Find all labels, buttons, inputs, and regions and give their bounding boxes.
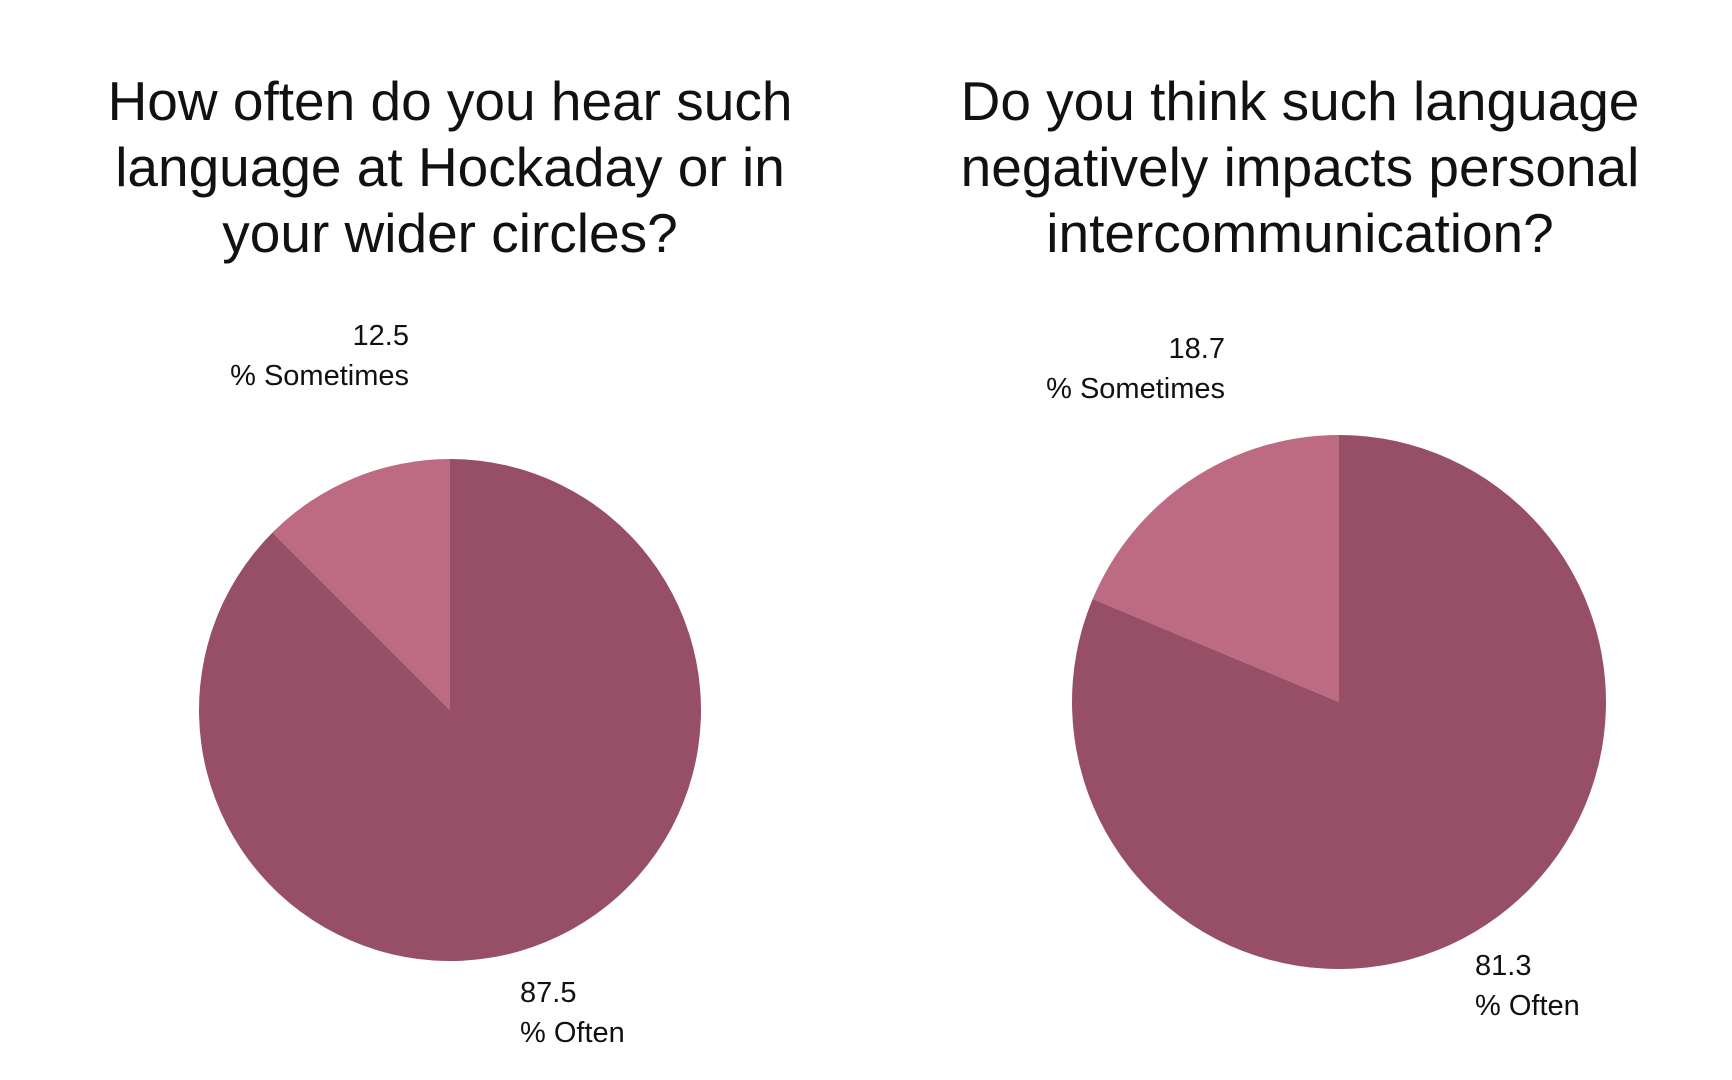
chart-panel-hear-language: How often do you hear such language at H…	[107, 70, 793, 1049]
slice-category-label: % Sometimes	[230, 360, 409, 392]
slice-value-label: 18.7	[1169, 333, 1225, 365]
slice-value-label: 87.5	[520, 977, 576, 1009]
slice-category-label: % Often	[520, 1017, 625, 1049]
chart-title: How often do you hear such language at H…	[107, 70, 793, 264]
pie-slice-sometimes	[1092, 435, 1339, 702]
chart-title: Do you think such language negatively im…	[960, 70, 1640, 264]
slice-value-label: 81.3	[1475, 950, 1531, 982]
pie-slice-often	[1072, 435, 1606, 969]
slice-value-label: 12.5	[353, 320, 409, 352]
chart-panel-negative-impact: Do you think such language negatively im…	[900, 0, 1732, 1080]
slice-category-label: % Sometimes	[1046, 373, 1225, 405]
pie-slice-often	[199, 459, 702, 961]
pie-chart-negative-impact: 18.7 % Sometimes 81.3 % Often	[1046, 333, 1606, 1022]
pie-slice-sometimes	[272, 459, 450, 710]
pie-chart-hear-language: 12.5 % Sometimes 87.5 % Often	[199, 320, 702, 1049]
slice-category-label: % Often	[1475, 990, 1580, 1022]
